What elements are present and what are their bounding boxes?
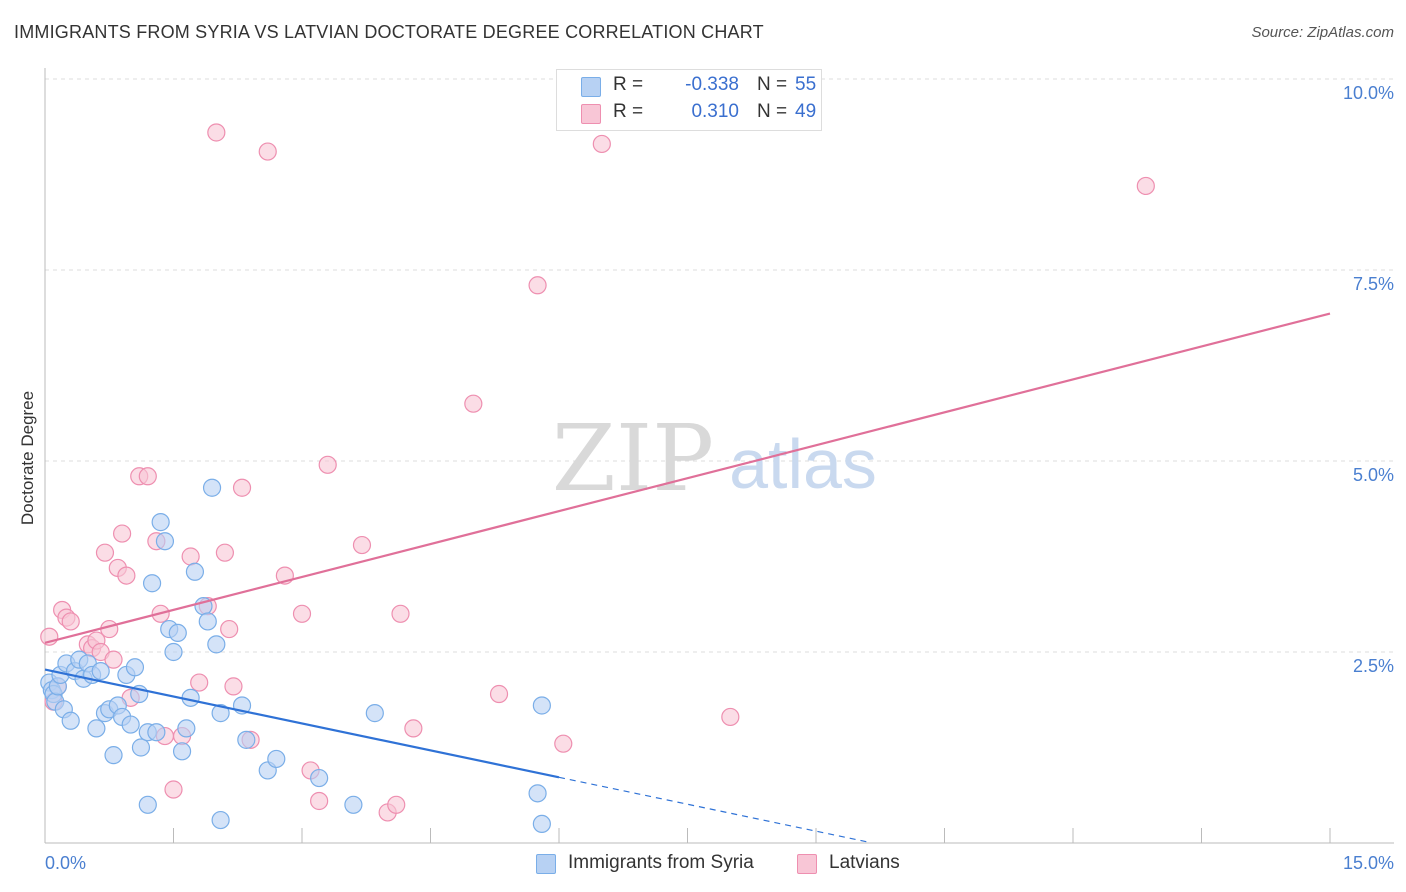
- bottom-legend-label: Immigrants from Syria: [568, 852, 754, 873]
- syria-point: [61, 711, 80, 730]
- syria-point: [207, 635, 226, 654]
- legend-r-label: R =: [613, 74, 644, 95]
- latvian-point: [100, 619, 119, 639]
- latvian-point: [310, 791, 329, 811]
- latvian-point: [404, 719, 423, 738]
- syria-point: [142, 574, 162, 593]
- latvian-point: [220, 619, 239, 639]
- syria-point: [211, 704, 230, 723]
- axes: [44, 68, 1394, 844]
- latvian-point: [164, 780, 183, 799]
- latvian-point: [721, 707, 740, 727]
- syria-point: [211, 810, 230, 830]
- y-tick-label: 7.5%: [1353, 274, 1394, 294]
- syria-point: [177, 719, 196, 738]
- correlation-legend: R = -0.338 N = 55 R = 0.310 N = 49: [556, 69, 822, 131]
- legend-n-value: 55: [795, 74, 817, 95]
- watermark: ZIP atlas: [552, 405, 877, 512]
- syria-trendline-extension: [558, 776, 868, 843]
- syria-point: [185, 562, 205, 581]
- latvian-point: [117, 566, 136, 585]
- legend-r-value: -0.338: [685, 74, 739, 95]
- syria-point: [198, 612, 217, 631]
- syria-point: [310, 768, 329, 788]
- syria-point: [237, 730, 256, 749]
- watermark-zip: ZIP: [552, 405, 714, 512]
- latvian-point: [207, 123, 226, 142]
- legend-n-value: 49: [795, 101, 817, 122]
- latvian-point: [181, 547, 200, 566]
- y-tick-label: 10.0%: [1343, 83, 1394, 103]
- syria-point: [131, 738, 151, 757]
- y-axis-label: Doctorate Degree: [18, 391, 37, 525]
- latvian-point: [112, 524, 132, 543]
- latvian-point: [554, 734, 573, 753]
- bottom-legend-swatch-blue: [536, 854, 556, 874]
- legend-swatch-blue: [581, 77, 601, 97]
- latvian-point: [528, 276, 547, 295]
- y-tick-label: 2.5%: [1353, 656, 1394, 676]
- latvian-point: [1136, 176, 1155, 196]
- latvian-point: [95, 543, 115, 562]
- latvian-point: [292, 604, 312, 623]
- legend-r-value: 0.310: [691, 101, 739, 122]
- syria-point: [104, 746, 123, 765]
- legend-r-label: R =: [613, 101, 644, 122]
- legend-n-label: N =: [757, 74, 788, 95]
- latvian-point: [138, 467, 157, 486]
- syria-point: [87, 719, 106, 738]
- syria-point: [121, 715, 140, 734]
- latvian-point: [391, 604, 410, 623]
- latvian-point: [258, 142, 277, 161]
- bottom-legend-label: Latvians: [829, 852, 900, 873]
- syria-point: [155, 532, 175, 551]
- syria-point: [532, 814, 551, 834]
- syria-point: [532, 696, 551, 715]
- syria-point: [344, 795, 363, 814]
- syria-point: [91, 661, 110, 681]
- trendlines: [44, 312, 1331, 843]
- syria-point: [528, 784, 547, 803]
- x-tick-label: 15.0%: [1343, 853, 1394, 873]
- latvian-point: [489, 684, 509, 704]
- latvian-point: [592, 134, 611, 154]
- syria-point: [172, 742, 192, 761]
- latvian-point: [232, 478, 252, 497]
- syria-point: [168, 623, 187, 643]
- syria-point: [365, 704, 384, 723]
- x-tick-label: 0.0%: [45, 853, 86, 873]
- syria-point: [125, 658, 145, 677]
- latvian-point: [215, 543, 234, 562]
- latvian-point: [352, 535, 372, 555]
- bottom-legend-swatch-pink: [797, 854, 817, 874]
- latvian-trendline: [44, 312, 1331, 644]
- watermark-atlas: atlas: [729, 425, 877, 503]
- syria-point: [164, 642, 183, 662]
- latvian-point: [464, 394, 483, 413]
- latvian-point: [61, 612, 80, 631]
- syria-point: [151, 513, 170, 532]
- syria-trendline: [44, 668, 560, 779]
- syria-points: [40, 478, 551, 834]
- y-tick-label: 5.0%: [1353, 465, 1394, 485]
- latvian-point: [190, 673, 209, 692]
- chart-title: IMMIGRANTS FROM SYRIA VS LATVIAN DOCTORA…: [14, 22, 764, 42]
- latvian-point: [224, 677, 243, 696]
- legend-n-label: N =: [757, 101, 788, 122]
- syria-point: [147, 723, 166, 742]
- latvian-point: [104, 650, 123, 669]
- axis-labels: 2.5% 5.0% 7.5% 10.0% 0.0% 15.0% Doctorate Degr…: [18, 83, 1394, 873]
- source-credit: Source: ZipAtlas.com: [1251, 24, 1394, 41]
- syria-point: [138, 795, 157, 814]
- latvian-point: [318, 455, 337, 474]
- latvian-point: [387, 795, 406, 814]
- grid-lines: [45, 78, 1394, 653]
- syria-point: [202, 478, 222, 497]
- legend-swatch-pink: [581, 104, 601, 124]
- syria-point: [267, 749, 286, 769]
